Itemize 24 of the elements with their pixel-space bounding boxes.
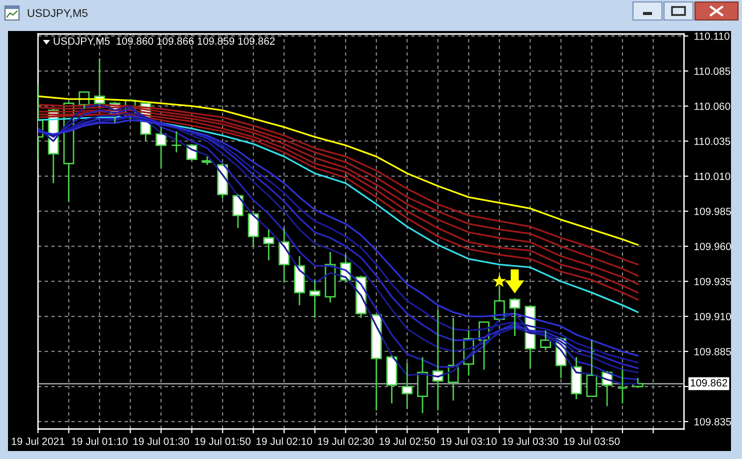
y-tick-label: 110.035 (694, 138, 730, 146)
x-tick-label: 19 Jul 03:10 (441, 437, 497, 445)
y-tick-label: 109.910 (694, 312, 731, 320)
y-tick-label: 110.010 (694, 172, 730, 180)
y-tick-label: 110.060 (694, 102, 730, 110)
y-tick-label: 109.885 (694, 348, 731, 356)
chart-title: USDJPY,M5 (28, 9, 88, 18)
x-tick-label: 19 Jul 02:30 (318, 437, 374, 445)
x-tick-label: 19 Jul 2021 (12, 437, 64, 445)
y-tick-label: 109.960 (694, 242, 731, 250)
chart-subtitle: USDJPY,M5 109.860 109.866 109.859 109.862 (54, 37, 275, 46)
x-tick-label: 19 Jul 02:10 (256, 437, 312, 445)
y-tick-label: 110.085 (694, 68, 730, 75)
y-tick-label: 110.110 (694, 32, 730, 40)
x-tick-label: 19 Jul 03:50 (564, 437, 620, 445)
x-tick-label: 19 Jul 01:10 (72, 437, 128, 445)
y-tick-label: 109.935 (694, 278, 731, 286)
x-tick-label: 19 Jul 01:50 (194, 437, 251, 445)
y-tick-label: 109.985 (694, 208, 731, 216)
x-tick-label: 19 Jul 03:30 (502, 437, 558, 445)
ref-line-label: 109.862 (690, 379, 728, 387)
y-tick-label: 109.835 (694, 418, 731, 426)
x-tick-label: 19 Jul 02:50 (380, 437, 436, 445)
x-tick-label: 19 Jul 01:30 (133, 437, 190, 445)
